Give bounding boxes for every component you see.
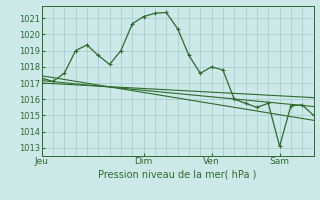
X-axis label: Pression niveau de la mer( hPa ): Pression niveau de la mer( hPa ): [99, 169, 257, 179]
